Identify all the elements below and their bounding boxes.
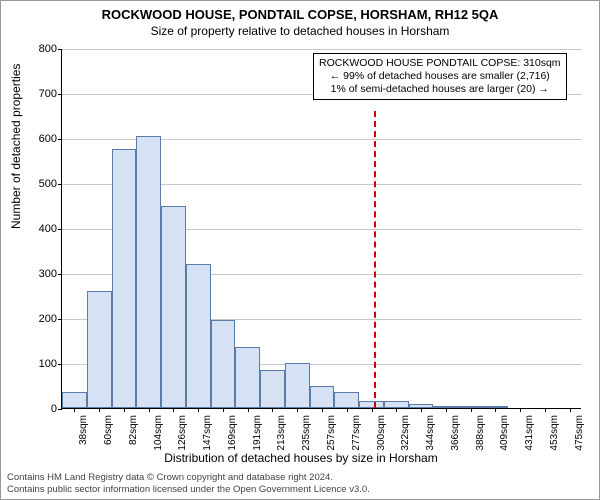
chart-subtitle: Size of property relative to detached ho…: [1, 22, 599, 38]
ytick-mark: [58, 319, 62, 320]
ytick-label: 200: [25, 313, 57, 325]
xtick-mark: [223, 408, 224, 412]
histogram-bar: [334, 392, 359, 408]
xtick-mark: [124, 408, 125, 412]
xtick-mark: [471, 408, 472, 412]
footer-line-2: Contains public sector information licen…: [7, 484, 370, 495]
xtick-mark: [149, 408, 150, 412]
histogram-bar: [384, 401, 409, 408]
ytick-label: 700: [25, 88, 57, 100]
footer-text: Contains HM Land Registry data © Crown c…: [7, 472, 370, 495]
footer-line-1: Contains HM Land Registry data © Crown c…: [7, 472, 370, 483]
histogram-bar: [136, 136, 161, 408]
xtick-mark: [520, 408, 521, 412]
chart-title: ROCKWOOD HOUSE, PONDTAIL COPSE, HORSHAM,…: [1, 1, 599, 22]
x-axis-label: Distribution of detached houses by size …: [1, 451, 600, 465]
histogram-bar: [211, 320, 236, 408]
xtick-mark: [570, 408, 571, 412]
annotation-line: ROCKWOOD HOUSE PONDTAIL COPSE: 310sqm: [319, 57, 561, 70]
histogram-bar: [186, 264, 211, 408]
histogram-bar: [112, 149, 137, 408]
chart-container: ROCKWOOD HOUSE, PONDTAIL COPSE, HORSHAM,…: [0, 0, 600, 500]
ytick-label: 100: [25, 358, 57, 370]
ytick-mark: [58, 184, 62, 185]
histogram-bar: [87, 291, 112, 408]
histogram-bar: [62, 392, 87, 408]
xtick-mark: [99, 408, 100, 412]
ytick-label: 600: [25, 133, 57, 145]
ytick-mark: [58, 94, 62, 95]
xtick-mark: [322, 408, 323, 412]
xtick-mark: [446, 408, 447, 412]
ytick-label: 300: [25, 268, 57, 280]
grid-line: [62, 49, 582, 50]
xtick-mark: [297, 408, 298, 412]
ytick-label: 400: [25, 223, 57, 235]
histogram-bar: [161, 206, 186, 409]
ytick-label: 800: [25, 43, 57, 55]
xtick-mark: [421, 408, 422, 412]
plot-region: 38sqm60sqm82sqm104sqm126sqm147sqm169sqm1…: [61, 49, 581, 409]
histogram-bar: [310, 386, 335, 409]
histogram-bar: [359, 401, 384, 408]
histogram-bar: [235, 347, 260, 408]
xtick-mark: [372, 408, 373, 412]
ytick-mark: [58, 139, 62, 140]
annotation-box: ROCKWOOD HOUSE PONDTAIL COPSE: 310sqm← 9…: [313, 53, 567, 100]
xtick-mark: [272, 408, 273, 412]
ytick-mark: [58, 409, 62, 410]
y-axis-label: Number of detached properties: [9, 64, 23, 229]
ytick-label: 500: [25, 178, 57, 190]
xtick-mark: [74, 408, 75, 412]
chart-area: 38sqm60sqm82sqm104sqm126sqm147sqm169sqm1…: [61, 49, 581, 409]
histogram-bar: [285, 363, 310, 408]
xtick-mark: [347, 408, 348, 412]
xtick-mark: [198, 408, 199, 412]
xtick-mark: [495, 408, 496, 412]
xtick-mark: [173, 408, 174, 412]
xtick-mark: [545, 408, 546, 412]
annotation-line: ← 99% of detached houses are smaller (2,…: [319, 70, 561, 83]
ytick-mark: [58, 49, 62, 50]
ytick-mark: [58, 229, 62, 230]
ytick-mark: [58, 364, 62, 365]
ytick-label: 0: [25, 403, 57, 415]
annotation-line: 1% of semi-detached houses are larger (2…: [319, 83, 561, 96]
ytick-mark: [58, 274, 62, 275]
reference-marker: [374, 111, 376, 408]
xtick-mark: [396, 408, 397, 412]
xtick-mark: [248, 408, 249, 412]
histogram-bar: [260, 370, 285, 408]
